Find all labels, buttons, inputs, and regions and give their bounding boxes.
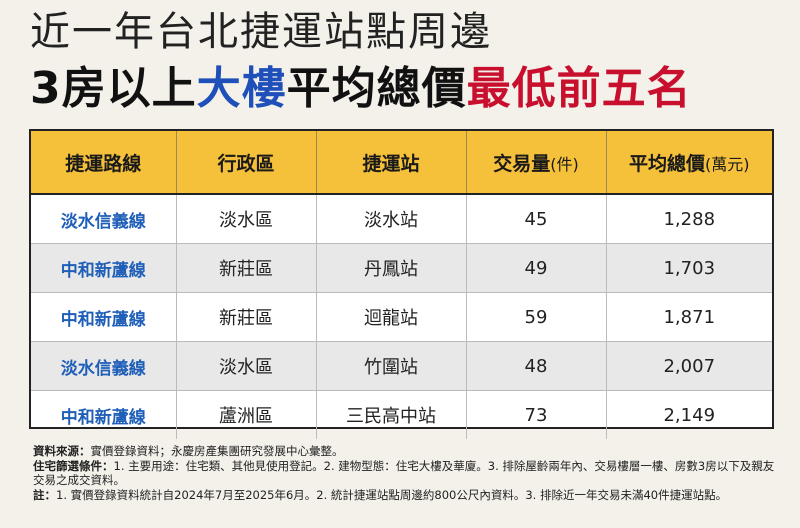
footnotes: 資料來源：實價登錄資料；永慶房產集團研究發展中心彙整。 住宅篩選條件：1. 主要… bbox=[33, 444, 778, 502]
cell-district: 淡水區 bbox=[176, 194, 317, 244]
title-part-lowest-five: 最低前五名 bbox=[466, 63, 692, 114]
cell-station: 迴龍站 bbox=[316, 292, 467, 342]
note-filter: 住宅篩選條件：1. 主要用途：住宅類、其他見使用登記。2. 建物型態：住宅大樓及… bbox=[33, 458, 775, 488]
title-part-rooms: 3房以上 bbox=[30, 63, 197, 114]
cell-station: 三民高中站 bbox=[316, 390, 467, 439]
title-line-1: 近一年台北捷運站點周邊 bbox=[30, 9, 492, 55]
table-row: 中和新蘆線 蘆洲區 三民高中站 73 2,149 bbox=[31, 390, 772, 439]
cell-station: 淡水站 bbox=[316, 194, 467, 244]
title-part-building: 大樓 bbox=[196, 63, 287, 114]
header-station: 捷運站 bbox=[316, 131, 467, 195]
note-remarks: 註：1. 實價登錄資料統計自2024年7月至2025年6月。2. 統計捷運站點周… bbox=[33, 487, 728, 502]
cell-station: 竹圍站 bbox=[316, 341, 467, 391]
cell-mrt-line: 中和新蘆線 bbox=[31, 390, 177, 439]
table-row: 中和新蘆線 新莊區 迴龍站 59 1,871 bbox=[31, 292, 772, 342]
cell-avg-price: 1,288 bbox=[606, 194, 772, 244]
cell-volume: 45 bbox=[466, 194, 607, 244]
note-source: 資料來源：實價登錄資料；永慶房產集團研究發展中心彙整。 bbox=[33, 444, 344, 458]
cell-mrt-line: 中和新蘆線 bbox=[31, 292, 177, 342]
cell-district: 新莊區 bbox=[176, 292, 317, 342]
title-line-2: 3房以上大樓平均總價最低前五名 bbox=[30, 60, 692, 118]
cell-avg-price: 2,149 bbox=[663, 404, 716, 426]
title-part-avg-price: 平均總價 bbox=[286, 63, 467, 114]
table-row: 中和新蘆線 新莊區 丹鳳站 49 1,703 bbox=[31, 243, 772, 293]
cell-avg-price: 2,007 bbox=[606, 341, 772, 391]
header-district: 行政區 bbox=[176, 131, 317, 195]
cell-district: 淡水區 bbox=[176, 341, 317, 391]
cell-mrt-line: 中和新蘆線 bbox=[31, 243, 177, 293]
cell-mrt-line: 淡水信義線 bbox=[31, 194, 177, 244]
cell-district: 蘆洲區 bbox=[176, 390, 317, 439]
cell-mrt-line: 淡水信義線 bbox=[31, 341, 177, 391]
cell-district: 新莊區 bbox=[176, 243, 317, 293]
header-avg-price: 平均總價(萬元) bbox=[606, 131, 772, 195]
table-row: 淡水信義線 淡水區 淡水站 45 1,288 bbox=[31, 194, 772, 244]
header-volume: 交易量(件) bbox=[466, 131, 607, 195]
cell-volume: 49 bbox=[466, 243, 607, 293]
ranking-table: 捷運路線 行政區 捷運站 交易量(件) 平均總價(萬元) 淡水信義線 淡水區 淡… bbox=[29, 129, 774, 439]
cell-avg-price: 1,703 bbox=[606, 243, 772, 293]
table-row: 淡水信義線 淡水區 竹圍站 48 2,007 bbox=[31, 341, 772, 391]
cell-volume: 59 bbox=[466, 292, 607, 342]
cell-station: 丹鳳站 bbox=[316, 243, 467, 293]
table-header-row: 捷運路線 行政區 捷運站 交易量(件) 平均總價(萬元) bbox=[31, 131, 772, 195]
cell-avg-price: 1,871 bbox=[606, 292, 772, 342]
cell-volume: 48 bbox=[466, 341, 607, 391]
header-mrt-line: 捷運路線 bbox=[31, 131, 177, 195]
cell-volume: 73 bbox=[466, 390, 607, 439]
